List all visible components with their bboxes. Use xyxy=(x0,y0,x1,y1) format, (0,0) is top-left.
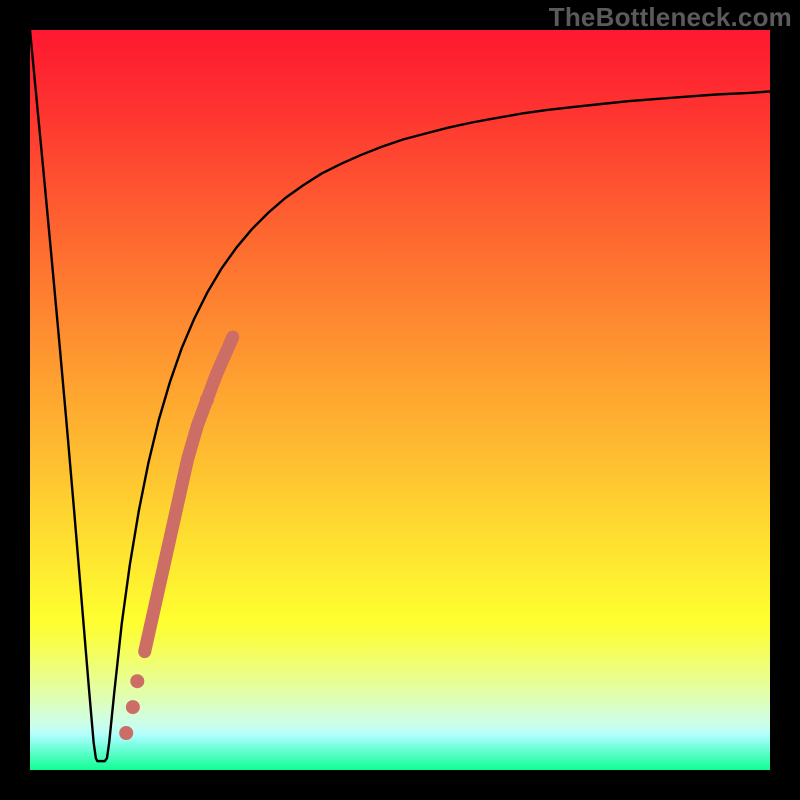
highlight-dot xyxy=(130,674,144,688)
chart-svg xyxy=(30,30,770,770)
highlight-dot xyxy=(126,700,140,714)
plot-area xyxy=(30,30,770,770)
chart-container: TheBottleneck.com xyxy=(0,0,800,800)
highlight-dot xyxy=(200,393,214,407)
highlight-dot xyxy=(119,726,133,740)
watermark-text: TheBottleneck.com xyxy=(549,2,792,33)
